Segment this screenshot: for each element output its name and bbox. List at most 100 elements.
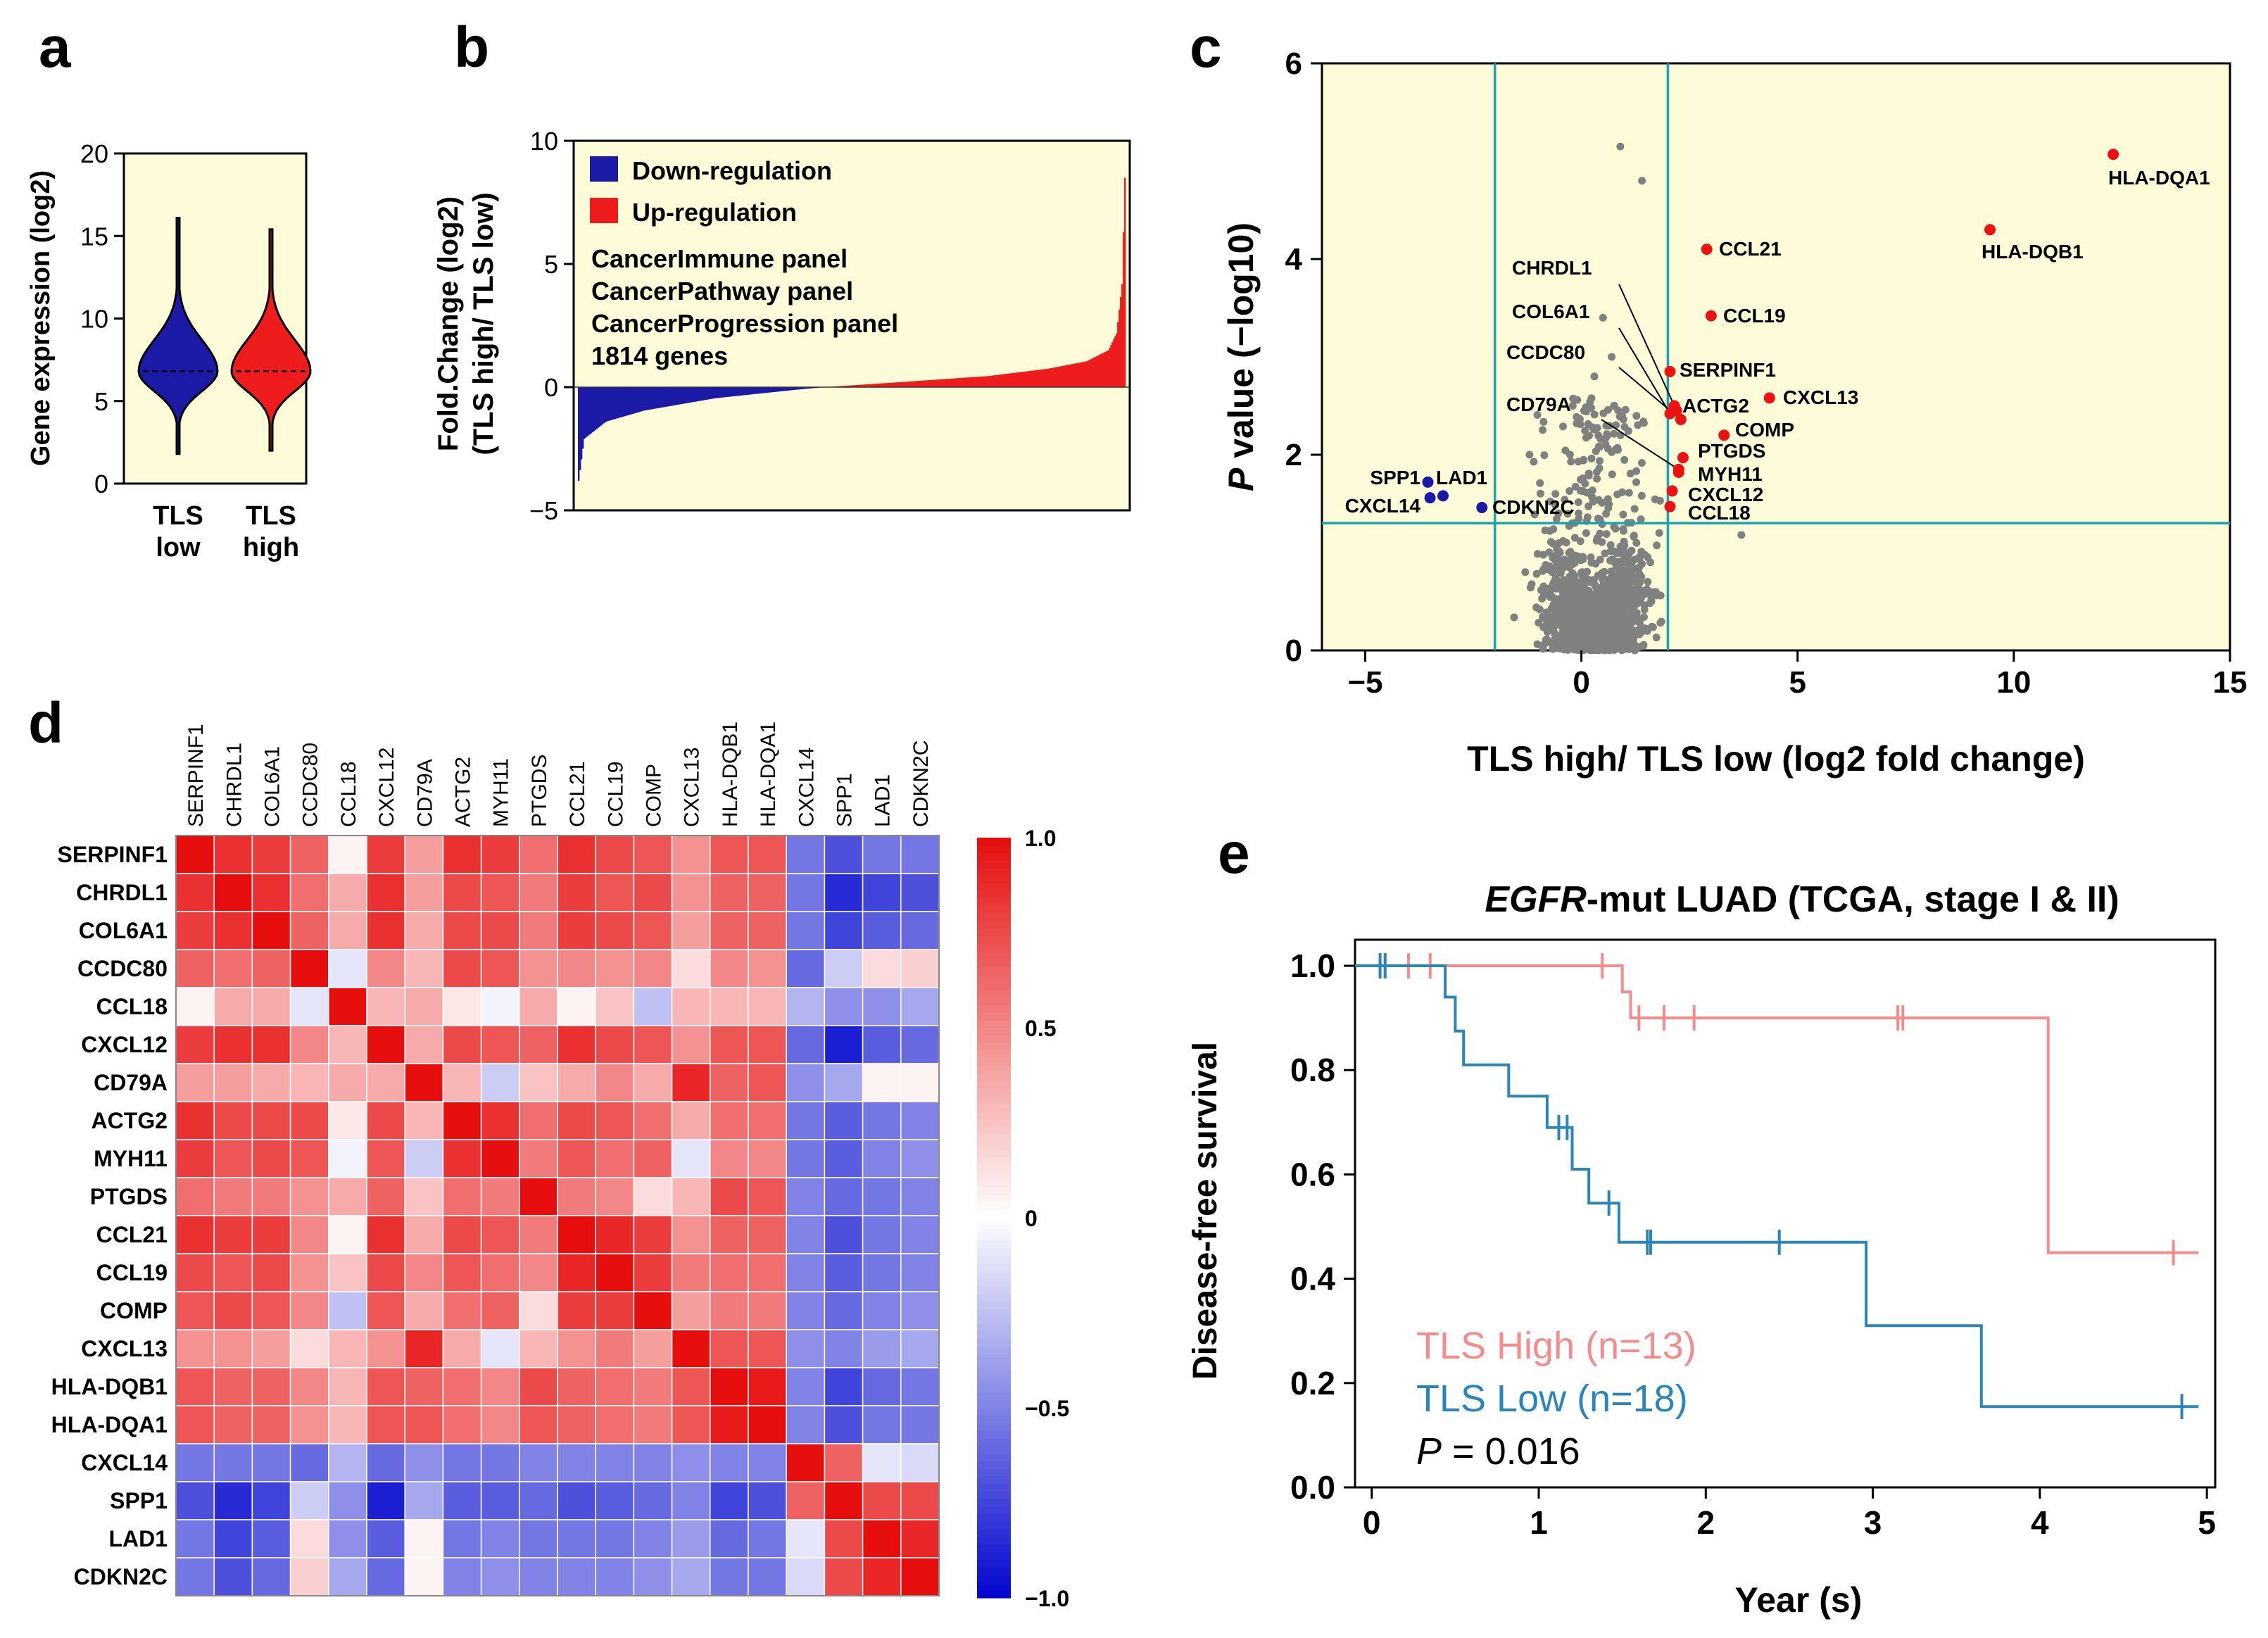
heatmap-cell xyxy=(366,1443,405,1482)
colorbar-tick-label: −1.0 xyxy=(1025,1586,1069,1611)
heatmap-cell xyxy=(366,1405,405,1444)
heatmap-cell xyxy=(900,1177,940,1216)
gene-point-gray xyxy=(1656,496,1664,505)
fold-change-bar xyxy=(800,387,802,390)
fold-change-bar xyxy=(859,384,862,387)
heatmap-cell xyxy=(480,873,520,912)
heatmap-cell xyxy=(900,1481,940,1520)
heatmap-cell xyxy=(213,1063,253,1102)
gene-point-gray xyxy=(1656,619,1665,627)
fold-change-bar xyxy=(1021,372,1023,387)
heatmap-cell xyxy=(175,873,215,912)
fold-change-bar xyxy=(605,387,608,422)
heatmap-cell xyxy=(442,1139,482,1178)
colorbar-segment xyxy=(977,1286,1011,1294)
heatmap-cell xyxy=(671,1519,711,1558)
panel-b-ylabel-line1: Fold.Change (log2) xyxy=(433,196,464,451)
heatmap-cell xyxy=(595,1139,635,1178)
fold-change-bar xyxy=(886,383,888,387)
heatmap-cell xyxy=(557,873,596,912)
heatmap-border xyxy=(175,835,940,1596)
heatmap-cell xyxy=(633,1443,673,1482)
heatmap-cell xyxy=(366,1025,405,1064)
panel-a-ylabel: Gene expression (log2) xyxy=(26,170,56,466)
gene-point-gray xyxy=(1567,458,1575,466)
heatmap-cell xyxy=(442,1025,482,1064)
fold-change-bar xyxy=(626,387,629,416)
violin-tls-low xyxy=(137,217,219,455)
legend-swatch-up xyxy=(590,198,618,223)
gene-point-gray xyxy=(1570,534,1579,542)
heatmap-cell xyxy=(900,873,940,912)
panel-b-ytick-label: 5 xyxy=(544,250,558,279)
gene-point-gray xyxy=(1561,496,1569,504)
panel-letter-d: d xyxy=(28,691,63,755)
fold-change-bar xyxy=(966,377,969,387)
gene-point-gray xyxy=(1565,592,1573,600)
heatmap-cell xyxy=(251,1177,291,1216)
gene-point-gray xyxy=(1570,559,1579,567)
heatmap-cell xyxy=(519,1329,558,1368)
gene-point-gray xyxy=(1618,603,1626,611)
panel-e-ytick-label: 0.8 xyxy=(1290,1052,1335,1088)
heatmap-cell xyxy=(442,873,482,912)
fold-change-bar xyxy=(917,381,919,387)
gene-point-gray xyxy=(1563,510,1572,518)
heatmap-cell xyxy=(442,911,482,950)
heatmap-cell xyxy=(557,835,596,874)
fold-change-bar xyxy=(903,382,905,387)
gene-point-gray xyxy=(1604,576,1612,584)
fold-change-bar xyxy=(628,387,630,415)
heatmap-cell xyxy=(366,911,405,950)
fold-change-bar xyxy=(967,377,970,387)
fold-change-bar xyxy=(949,378,952,387)
fold-change-bar xyxy=(737,387,739,396)
fold-change-bar xyxy=(663,387,665,408)
heatmap-cell xyxy=(404,1367,444,1406)
panel-e-xtick-label: 1 xyxy=(1530,1504,1548,1541)
fold-change-bar xyxy=(1041,369,1044,387)
heatmap-cell xyxy=(251,1253,291,1292)
heatmap-cell xyxy=(900,949,940,988)
gene-point-gray xyxy=(1549,525,1558,534)
gene-point-gray xyxy=(1551,490,1560,498)
panel-e-xtick-label: 2 xyxy=(1696,1504,1715,1541)
gene-point-col6a1 xyxy=(1664,408,1676,420)
gene-point-gray xyxy=(1612,588,1620,596)
fold-change-bar xyxy=(703,387,705,401)
colorbar-segment xyxy=(977,959,1011,968)
gene-point-gray xyxy=(1594,496,1603,504)
colorbar-segment xyxy=(977,1560,1011,1568)
heatmap-cell xyxy=(175,1139,215,1178)
fold-change-bar xyxy=(1052,367,1055,387)
gene-point-gray xyxy=(1588,493,1596,501)
heatmap-col-label: CCL19 xyxy=(604,762,627,827)
heatmap-cell xyxy=(633,873,673,912)
fold-change-bar xyxy=(770,387,773,393)
panel-c-ytick-label: 2 xyxy=(1285,438,1302,472)
colorbar-segment xyxy=(977,1225,1011,1234)
fold-change-bar xyxy=(698,387,700,401)
fold-change-bar xyxy=(682,387,685,404)
panel-e-title: EGFR-mut LUAD (TCGA, stage I & II) xyxy=(1485,879,2119,920)
panel-b-ytick-label: 0 xyxy=(544,373,558,402)
fold-change-bar xyxy=(707,387,710,400)
heatmap-cell xyxy=(900,1443,940,1482)
heatmap-cell xyxy=(328,1177,367,1216)
fold-change-bar xyxy=(937,379,939,387)
fold-change-bar xyxy=(980,376,982,387)
gene-point-gray xyxy=(1643,626,1651,635)
fold-change-bar xyxy=(1055,367,1058,387)
gene-point-gray xyxy=(1610,402,1618,410)
fold-change-bar xyxy=(861,384,864,387)
heatmap-cell xyxy=(671,987,711,1026)
fold-change-bar xyxy=(766,387,769,393)
colorbar-segment xyxy=(977,1499,1011,1507)
fold-change-bar xyxy=(900,382,902,387)
heatmap-cell xyxy=(519,1253,558,1292)
heatmap-cell xyxy=(900,1253,940,1292)
colorbar-segment xyxy=(977,890,1011,899)
heatmap-cell xyxy=(710,949,749,988)
heatmap-cell xyxy=(289,1215,329,1254)
colorbar-segment xyxy=(977,1423,1011,1431)
